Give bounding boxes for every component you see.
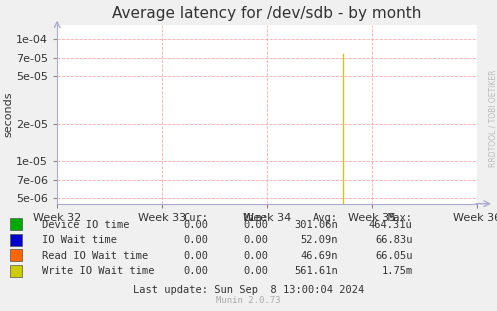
Text: 0.00: 0.00: [184, 235, 209, 245]
Text: Last update: Sun Sep  8 13:00:04 2024: Last update: Sun Sep 8 13:00:04 2024: [133, 285, 364, 295]
Text: Cur:: Cur:: [184, 213, 209, 223]
Y-axis label: seconds: seconds: [3, 91, 13, 137]
Text: 0.00: 0.00: [184, 266, 209, 276]
Text: 1.75m: 1.75m: [381, 266, 413, 276]
Text: RRDTOOL / TOBI OETIKER: RRDTOOL / TOBI OETIKER: [489, 69, 497, 167]
Text: IO Wait time: IO Wait time: [42, 235, 117, 245]
Text: Min:: Min:: [244, 213, 268, 223]
Text: Write IO Wait time: Write IO Wait time: [42, 266, 155, 276]
Text: 0.00: 0.00: [244, 235, 268, 245]
Text: 66.05u: 66.05u: [375, 251, 413, 261]
Text: Max:: Max:: [388, 213, 413, 223]
Text: Munin 2.0.73: Munin 2.0.73: [216, 296, 281, 305]
Text: 0.00: 0.00: [184, 220, 209, 230]
Text: 52.09n: 52.09n: [301, 235, 338, 245]
Text: 0.00: 0.00: [244, 220, 268, 230]
Text: 301.06n: 301.06n: [294, 220, 338, 230]
Text: 561.61n: 561.61n: [294, 266, 338, 276]
Text: 66.83u: 66.83u: [375, 235, 413, 245]
Text: 0.00: 0.00: [244, 251, 268, 261]
Title: Average latency for /dev/sdb - by month: Average latency for /dev/sdb - by month: [112, 6, 422, 21]
Text: Device IO time: Device IO time: [42, 220, 130, 230]
Text: Read IO Wait time: Read IO Wait time: [42, 251, 149, 261]
Text: 464.31u: 464.31u: [369, 220, 413, 230]
Text: Avg:: Avg:: [313, 213, 338, 223]
Text: 46.69n: 46.69n: [301, 251, 338, 261]
Text: 0.00: 0.00: [184, 251, 209, 261]
Text: 0.00: 0.00: [244, 266, 268, 276]
